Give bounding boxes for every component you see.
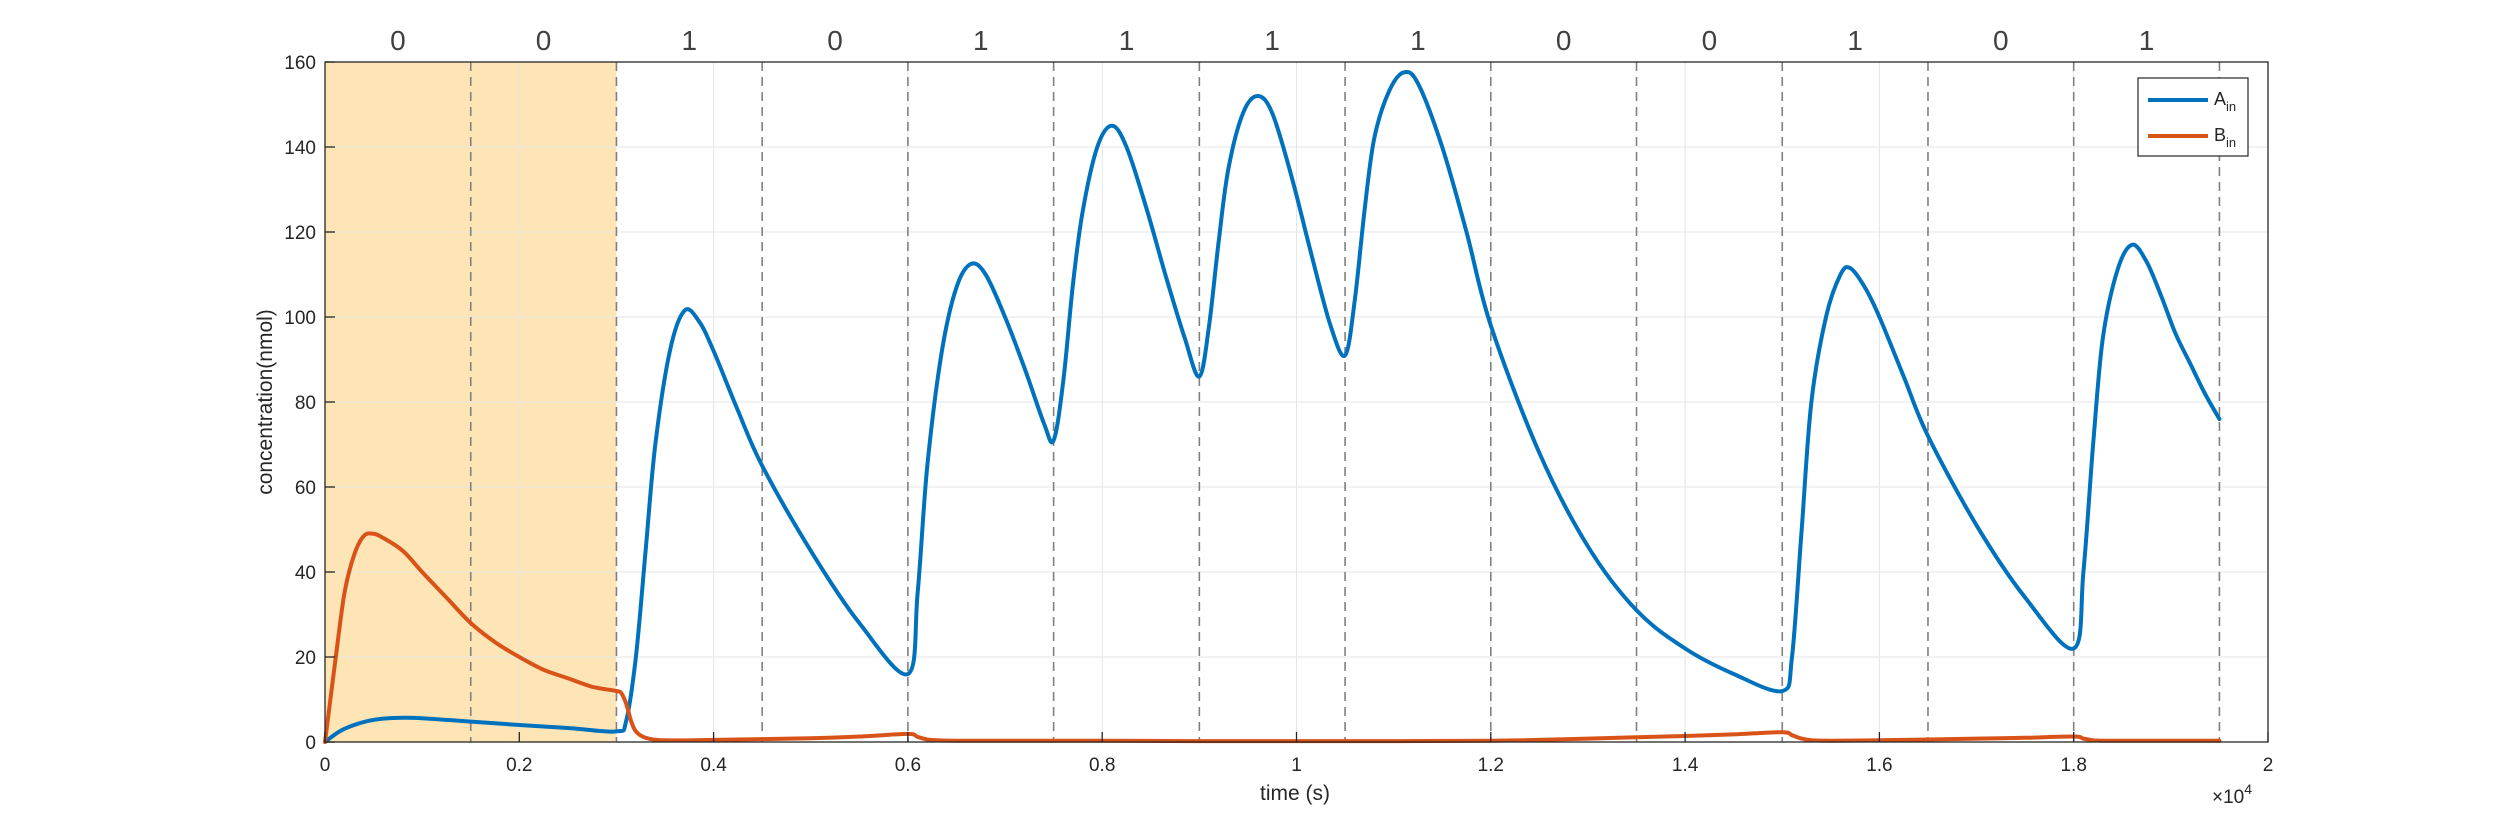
series-layer xyxy=(323,69,2222,744)
x-tick-label-2: 0.4 xyxy=(700,755,727,776)
y-tick-label-8: 160 xyxy=(284,53,316,74)
legend-label-b-in: Bin xyxy=(2214,125,2236,150)
x-tick-label-8: 1.6 xyxy=(1866,755,1892,776)
bit-label-11: 0 xyxy=(1993,25,2009,56)
legend-box xyxy=(2137,77,2249,157)
legend-a-name: A xyxy=(2214,89,2226,109)
bit-label-3: 0 xyxy=(827,25,843,56)
x-axis-title: time (s) xyxy=(1260,782,1330,805)
legend-b-name: B xyxy=(2214,125,2226,145)
y-axis-title: concentration(nmol) xyxy=(254,309,277,495)
y-tick-label-2: 40 xyxy=(295,563,316,584)
bit-label-10: 1 xyxy=(1847,25,1863,56)
x-tick-label-7: 1.4 xyxy=(1672,755,1699,776)
bit-label-9: 0 xyxy=(1702,25,1718,56)
x-tick-label-3: 0.6 xyxy=(895,755,921,776)
bit-label-7: 1 xyxy=(1410,25,1426,56)
y-tick-label-3: 60 xyxy=(295,478,316,499)
x-exponent-base: ×10 xyxy=(2212,787,2244,808)
x-tick-label-4: 0.8 xyxy=(1089,755,1115,776)
bit-label-6: 1 xyxy=(1264,25,1280,56)
y-tick-label-6: 120 xyxy=(284,223,316,244)
legend-label-a-in: Ain xyxy=(2214,89,2236,114)
series-line-a-in xyxy=(323,69,2222,744)
bit-label-8: 0 xyxy=(1556,25,1572,56)
bit-label-4: 1 xyxy=(973,25,989,56)
bit-label-1: 0 xyxy=(536,25,552,56)
y-tick-label-4: 80 xyxy=(295,393,316,414)
bit-label-0: 0 xyxy=(390,25,406,56)
x-tick-label-6: 1.2 xyxy=(1478,755,1504,776)
bit-label-12: 1 xyxy=(2139,25,2155,56)
x-tick-label-1: 0.2 xyxy=(506,755,532,776)
bit-label-layer: 0 0 1 0 1 1 1 1 0 0 1 0 1 xyxy=(390,25,2154,56)
legend-b-subscript: in xyxy=(2226,135,2236,150)
bit-label-5: 1 xyxy=(1119,25,1135,56)
tick-layer: 0 0.2 0.4 0.6 0.8 1 1.2 1.4 1.6 1.8 20204060801001… xyxy=(284,53,2273,776)
bit-label-2: 1 xyxy=(682,25,698,56)
x-exponent-power: 4 xyxy=(2244,781,2252,797)
legend: Ain Bin xyxy=(2137,77,2249,157)
series-line-b-in xyxy=(323,531,2222,744)
boundary-layer xyxy=(469,62,2221,742)
y-tick-label-0: 0 xyxy=(305,733,316,754)
x-tick-label-0: 0 xyxy=(320,755,331,776)
legend-a-subscript: in xyxy=(2226,99,2236,114)
x-tick-label-9: 1.8 xyxy=(2060,755,2086,776)
x-tick-label-10: 2 xyxy=(2263,755,2274,776)
x-axis-exponent: ×104 xyxy=(2212,781,2252,808)
y-tick-label-5: 100 xyxy=(284,308,316,329)
x-tick-label-5: 1 xyxy=(1291,755,1302,776)
y-tick-label-7: 140 xyxy=(284,138,316,159)
y-tick-label-1: 20 xyxy=(295,648,316,669)
